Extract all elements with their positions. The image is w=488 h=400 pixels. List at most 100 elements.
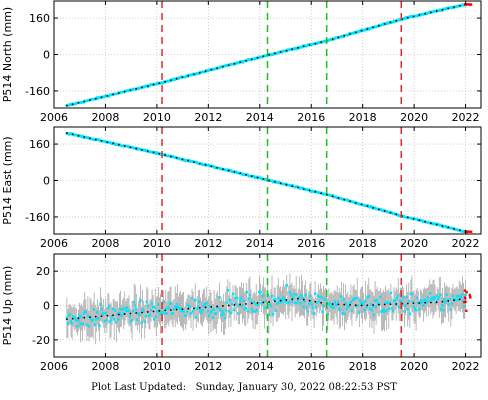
data-point <box>169 301 173 305</box>
trend-point <box>406 16 409 19</box>
data-point <box>343 312 346 316</box>
data-point <box>328 301 332 305</box>
data-point <box>163 312 166 316</box>
data-point <box>221 310 224 313</box>
trend-point <box>331 38 334 41</box>
data-point <box>179 307 182 310</box>
trend-point <box>458 229 461 232</box>
data-point <box>189 312 193 315</box>
data-point <box>386 301 390 304</box>
data-point <box>464 293 467 296</box>
trend-point <box>146 150 149 153</box>
data-point <box>185 310 189 313</box>
data-point <box>393 299 397 303</box>
data-point <box>312 312 316 315</box>
trend-point <box>447 226 450 229</box>
trend-point <box>279 51 282 53</box>
data-point <box>136 318 139 322</box>
trend-point <box>285 49 288 52</box>
trend-point <box>135 312 138 314</box>
trend-point <box>89 99 91 101</box>
data-point <box>397 305 401 309</box>
data-point <box>113 309 117 312</box>
data-point <box>239 299 242 303</box>
data-point <box>76 324 79 328</box>
data-point <box>200 311 203 315</box>
x-tick-label: 2016 <box>297 111 325 124</box>
data-point <box>99 302 102 306</box>
trend-point <box>123 145 126 147</box>
data-point <box>100 308 103 311</box>
outlier-point <box>465 3 469 6</box>
data-point <box>148 313 152 317</box>
trend-point <box>262 301 265 304</box>
data-point <box>193 298 197 302</box>
trend-point <box>181 158 184 161</box>
trend-point <box>372 206 375 209</box>
trend-point <box>169 309 172 311</box>
data-point <box>302 305 305 309</box>
data-point <box>235 296 239 300</box>
trend-point <box>216 305 218 308</box>
x-tick-label: 2022 <box>452 111 480 124</box>
data-point <box>454 299 458 302</box>
data-point <box>137 311 140 315</box>
trend-point <box>106 314 109 317</box>
outlier-point <box>463 289 467 292</box>
trend-point <box>210 306 213 308</box>
data-point <box>231 292 235 296</box>
y-axis-label: P514 North (mm) <box>1 7 14 102</box>
trend-point <box>429 222 432 225</box>
y-tick-label: 0 <box>43 49 50 62</box>
data-point <box>387 307 391 310</box>
data-point <box>298 295 301 299</box>
y-tick-label: 0 <box>43 300 50 313</box>
data-point <box>445 293 448 297</box>
data-point <box>118 311 121 315</box>
data-point <box>402 296 405 299</box>
data-point <box>120 314 123 317</box>
data-point <box>353 297 357 300</box>
x-tick-label: 2014 <box>246 360 274 373</box>
trend-point <box>273 300 276 303</box>
footer-timestamp: Sunday, January 30, 2022 08:22:53 PST <box>195 382 397 393</box>
data-point <box>70 322 74 325</box>
data-point <box>460 295 463 299</box>
data-point <box>207 314 211 318</box>
data-point <box>313 292 317 295</box>
data-point <box>154 315 158 319</box>
data-point <box>344 301 347 305</box>
trend-point <box>308 299 311 302</box>
data-point <box>110 314 114 318</box>
data-point <box>314 306 318 309</box>
trend-point <box>135 147 138 150</box>
data-point <box>79 322 82 326</box>
data-point <box>206 309 210 313</box>
data-point <box>210 309 214 312</box>
data-point <box>296 298 300 302</box>
trend-point <box>383 23 386 25</box>
data-point <box>318 300 321 303</box>
data-point <box>349 300 353 304</box>
data-point <box>104 311 108 315</box>
trend-point <box>117 92 120 94</box>
data-point <box>140 321 143 325</box>
trend-point <box>320 41 323 44</box>
data-point <box>73 317 77 320</box>
trend-point <box>221 65 224 68</box>
data-point <box>198 300 201 304</box>
trend-point <box>256 176 259 179</box>
data-point <box>78 314 81 317</box>
trend-point <box>181 76 184 79</box>
data-point <box>75 319 78 322</box>
data-point <box>384 301 387 305</box>
data-point <box>280 300 283 304</box>
data-point <box>373 299 377 303</box>
data-point <box>455 295 459 298</box>
data-point <box>237 312 240 315</box>
data-point <box>240 296 243 300</box>
trend-point <box>129 146 132 149</box>
trend-point <box>65 132 68 135</box>
data-point <box>131 309 135 313</box>
x-tick-label: 2022 <box>452 360 480 373</box>
